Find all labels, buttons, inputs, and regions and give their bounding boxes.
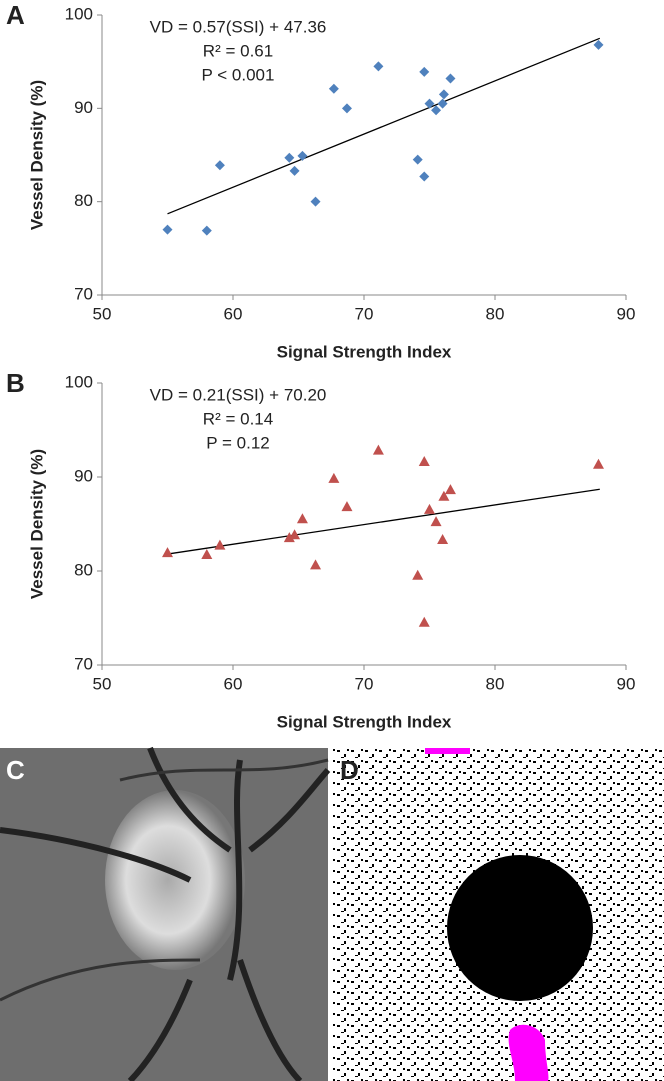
x-tick-label: 90 [617,304,636,323]
panel-label: A [6,0,25,30]
x-tick-label: 90 [617,674,636,693]
data-point [438,89,449,100]
data-point [341,501,353,512]
y-tick-label: 80 [74,191,93,210]
data-point [373,61,384,72]
panel-label: C [6,755,25,785]
x-axis-label: Signal Strength Index [277,342,452,361]
data-point [593,39,604,50]
data-point [431,105,442,116]
data-point [214,539,226,550]
data-point [437,533,449,544]
x-tick-label: 70 [355,674,374,693]
image-c [0,746,331,1081]
panel-label: D [340,755,359,785]
annotation: P = 0.12 [206,433,270,452]
y-axis-label: Vessel Density (%) [27,80,46,230]
data-point [162,224,173,235]
data-point [419,171,430,182]
data-point [341,103,352,114]
data-point [444,484,456,495]
data-point [310,559,322,570]
y-tick-label: 80 [74,560,93,579]
data-point [592,458,604,469]
annotation: VD = 0.57(SSI) + 47.36 [150,17,327,36]
data-point [201,225,212,236]
data-point [296,513,308,524]
annotation: VD = 0.21(SSI) + 70.20 [150,385,327,404]
data-point [328,83,339,94]
data-point [418,455,430,466]
data-point [289,529,301,540]
y-axis-label: Vessel Density (%) [27,449,46,599]
trendline [167,37,601,215]
data-point [418,616,430,627]
image-d [333,748,664,1081]
y-tick-label: 70 [74,284,93,303]
y-tick-label: 100 [65,372,93,391]
data-point [437,98,448,109]
data-point [424,98,435,109]
x-tick-label: 70 [355,304,374,323]
y-tick-label: 100 [65,4,93,23]
data-point [201,549,213,560]
data-point [438,490,450,501]
data-point [214,160,225,171]
data-point [412,569,424,580]
data-point [284,152,295,163]
data-point [297,150,308,161]
x-axis-label: Signal Strength Index [277,712,452,731]
x-tick-label: 60 [224,674,243,693]
y-tick-label: 90 [74,466,93,485]
annotation: P < 0.001 [202,65,275,84]
data-point [424,503,435,514]
data-point [412,154,423,165]
x-tick-label: 50 [93,304,112,323]
annotation: R² = 0.61 [203,41,273,60]
x-tick-label: 80 [486,674,505,693]
data-point [372,444,384,455]
data-point [310,196,321,207]
data-point [283,532,295,543]
data-point [162,547,173,558]
trendline [167,488,600,555]
annotation: R² = 0.14 [203,409,273,428]
panel-label: B [6,368,25,398]
data-point [445,73,456,84]
data-point [289,165,300,176]
x-tick-label: 80 [486,304,505,323]
x-tick-label: 50 [93,674,112,693]
x-tick-label: 60 [224,304,243,323]
y-tick-label: 90 [74,98,93,117]
data-point [430,516,442,527]
y-tick-label: 70 [74,654,93,673]
data-point [328,472,340,483]
data-point [419,66,430,77]
